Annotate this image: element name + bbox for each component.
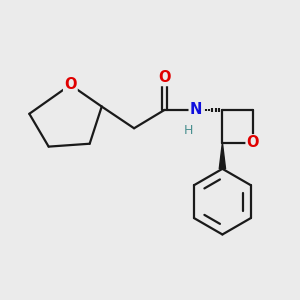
Text: H: H <box>184 124 193 137</box>
Text: O: O <box>247 135 259 150</box>
Text: O: O <box>158 70 171 85</box>
Text: O: O <box>64 77 76 92</box>
Text: N: N <box>190 102 202 117</box>
Polygon shape <box>219 143 226 169</box>
